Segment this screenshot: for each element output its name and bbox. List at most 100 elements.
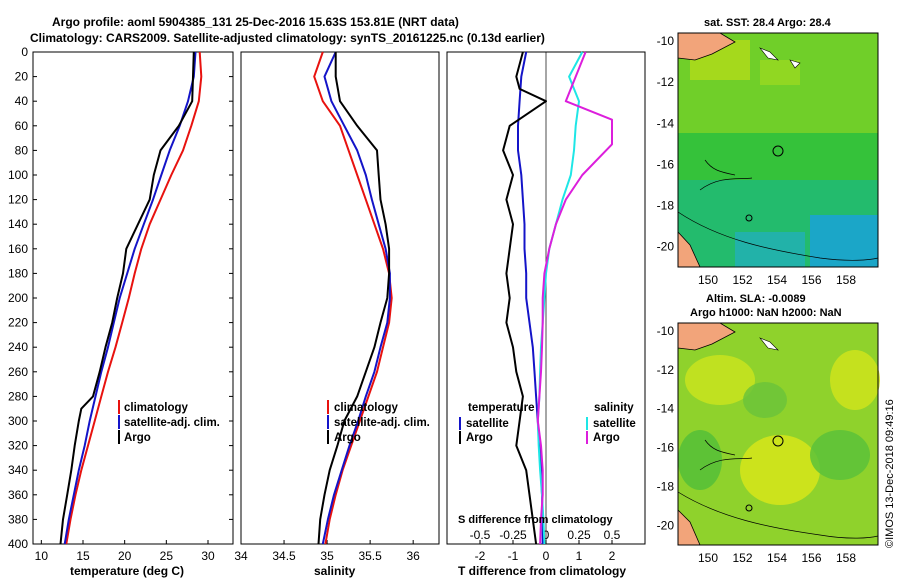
legend-temperature-title: temperature [468,402,534,414]
salinity-xlabel: salinity [314,564,356,578]
depth-tick-label: 140 [8,217,28,231]
lon-tick-label: 158 [836,273,856,287]
x2-tick-label: -0.5 [470,528,491,542]
sla-high-patch [830,350,880,410]
sst-cold-patch [810,215,878,267]
lat-tick-label: -16 [657,441,675,455]
depth-tick-label: 280 [8,389,28,403]
x-tick-label: 35.5 [358,549,382,563]
depth-tick-label: 360 [8,488,28,502]
depth-tick-label: 40 [15,94,29,108]
x-tick-label: 35 [320,549,334,563]
x-tick-label: 20 [118,549,132,563]
sla-low-patch [678,430,722,490]
sla-high-patch [685,355,755,405]
sst-map-title: sat. SST: 28.4 Argo: 28.4 [704,17,832,29]
legend-satellite: satellite-adj. clim. [334,417,430,429]
lat-tick-label: -16 [657,157,675,171]
title-line-1: Argo profile: aoml 5904385_131 25-Dec-20… [52,15,459,29]
lat-tick-label: -20 [657,518,675,532]
depth-tick-label: 180 [8,266,28,280]
title-line-2: Climatology: CARS2009. Satellite-adjuste… [30,31,545,45]
series-s-satellite [536,51,584,545]
lon-tick-label: 158 [836,551,856,565]
sla-map-title-2: Argo h1000: NaN h2000: NaN [690,307,842,319]
depth-tick-label: 340 [8,463,28,477]
bathymetry-contour [677,211,879,261]
sst-cold-patch [735,232,805,267]
lat-tick-label: -12 [657,75,675,89]
sla-high-patch [740,435,820,505]
lon-tick-label: 156 [801,273,821,287]
lat-tick-label: -14 [657,116,675,130]
reef-islands [759,337,779,351]
lon-tick-label: 150 [698,551,718,565]
series-climatology [65,51,203,545]
lat-tick-label: -10 [657,324,675,338]
reef-islands [759,47,801,69]
series-satellite [321,51,391,545]
legend-t-argo: Argo [466,432,493,444]
difference-plot: -2 -1 0 1 2-0.5 -0.25 0 0.25 0.5 [470,51,621,563]
lon-tick-label: 154 [767,551,787,565]
series-s-argo [536,51,613,545]
temperature-plot: 10 15 20 25 30 [33,51,233,563]
depth-axis-labels: 0 20 40 60 80 100 120 140 160 180 200 220 240 260 280 3… [8,45,28,551]
x-tick-label: 34 [234,549,248,563]
difference-x2label: S difference from climatology [458,514,614,526]
imos-credit: ©IMOS 13-Dec-2018 09:49:16 [884,399,896,548]
temperature-legend: climatology satellite-adj. clim. Argo [118,400,220,444]
series-climatology [313,51,393,545]
x-tick-label: 1 [576,549,583,563]
x-tick-label: 2 [609,549,616,563]
x2-tick-label: -0.25 [499,528,527,542]
lat-tick-label: -12 [657,363,675,377]
series-argo [59,51,195,545]
x2-tick-label: 0.25 [567,528,591,542]
depth-tick-label: 20 [15,70,29,84]
salinity-plot-frame [240,51,440,545]
legend-argo: Argo [334,432,361,444]
depth-tick-label: 120 [8,193,28,207]
series-satellite [63,51,197,545]
lat-tick-label: -10 [657,34,675,48]
difference-legend-temperature: temperature satellite Argo [459,402,534,444]
legend-climatology: climatology [124,402,189,414]
lon-tick-label: 150 [698,273,718,287]
depth-tick-label: 200 [8,291,28,305]
depth-tick-label: 320 [8,439,28,453]
island-marker [745,214,753,222]
sla-low-patch [810,430,870,480]
argo-location-marker [772,145,784,157]
lat-tick-label: -18 [657,199,675,213]
sla-map-axis-labels: -10 -12 -14 -16 -18 -20 150 152 154 156 158 [657,324,857,565]
x-tick-label: 15 [76,549,90,563]
lon-tick-label: 152 [732,273,752,287]
salinity-legend: climatology satellite-adj. clim. Argo [327,400,430,444]
lon-tick-label: 156 [801,551,821,565]
legend-satellite: satellite-adj. clim. [124,417,220,429]
sla-map [677,322,880,546]
x2-tick-label: 0.5 [604,528,621,542]
x-tick-label: 25 [160,549,174,563]
series-argo [317,52,391,545]
salinity-plot: 34 34.5 35 35.5 36 [234,51,420,563]
series-t-satellite [517,51,544,544]
depth-tick-label: 260 [8,365,28,379]
bathymetry-contour [677,491,879,539]
x-tick-label: 10 [35,549,49,563]
sst-map-frame [677,32,879,268]
sla-low-patch [743,382,787,418]
lat-tick-label: -20 [657,240,675,254]
x-tick-label: 30 [201,549,215,563]
sst-map [677,32,879,268]
legend-s-argo: Argo [593,432,620,444]
sla-map-frame [677,322,879,546]
temperature-plot-frame [32,51,234,545]
reef-contour [699,439,753,471]
series-t-argo [502,51,547,545]
island-marker [745,504,753,512]
lon-tick-label: 154 [767,273,787,287]
difference-xlabel: T difference from climatology [458,564,626,578]
